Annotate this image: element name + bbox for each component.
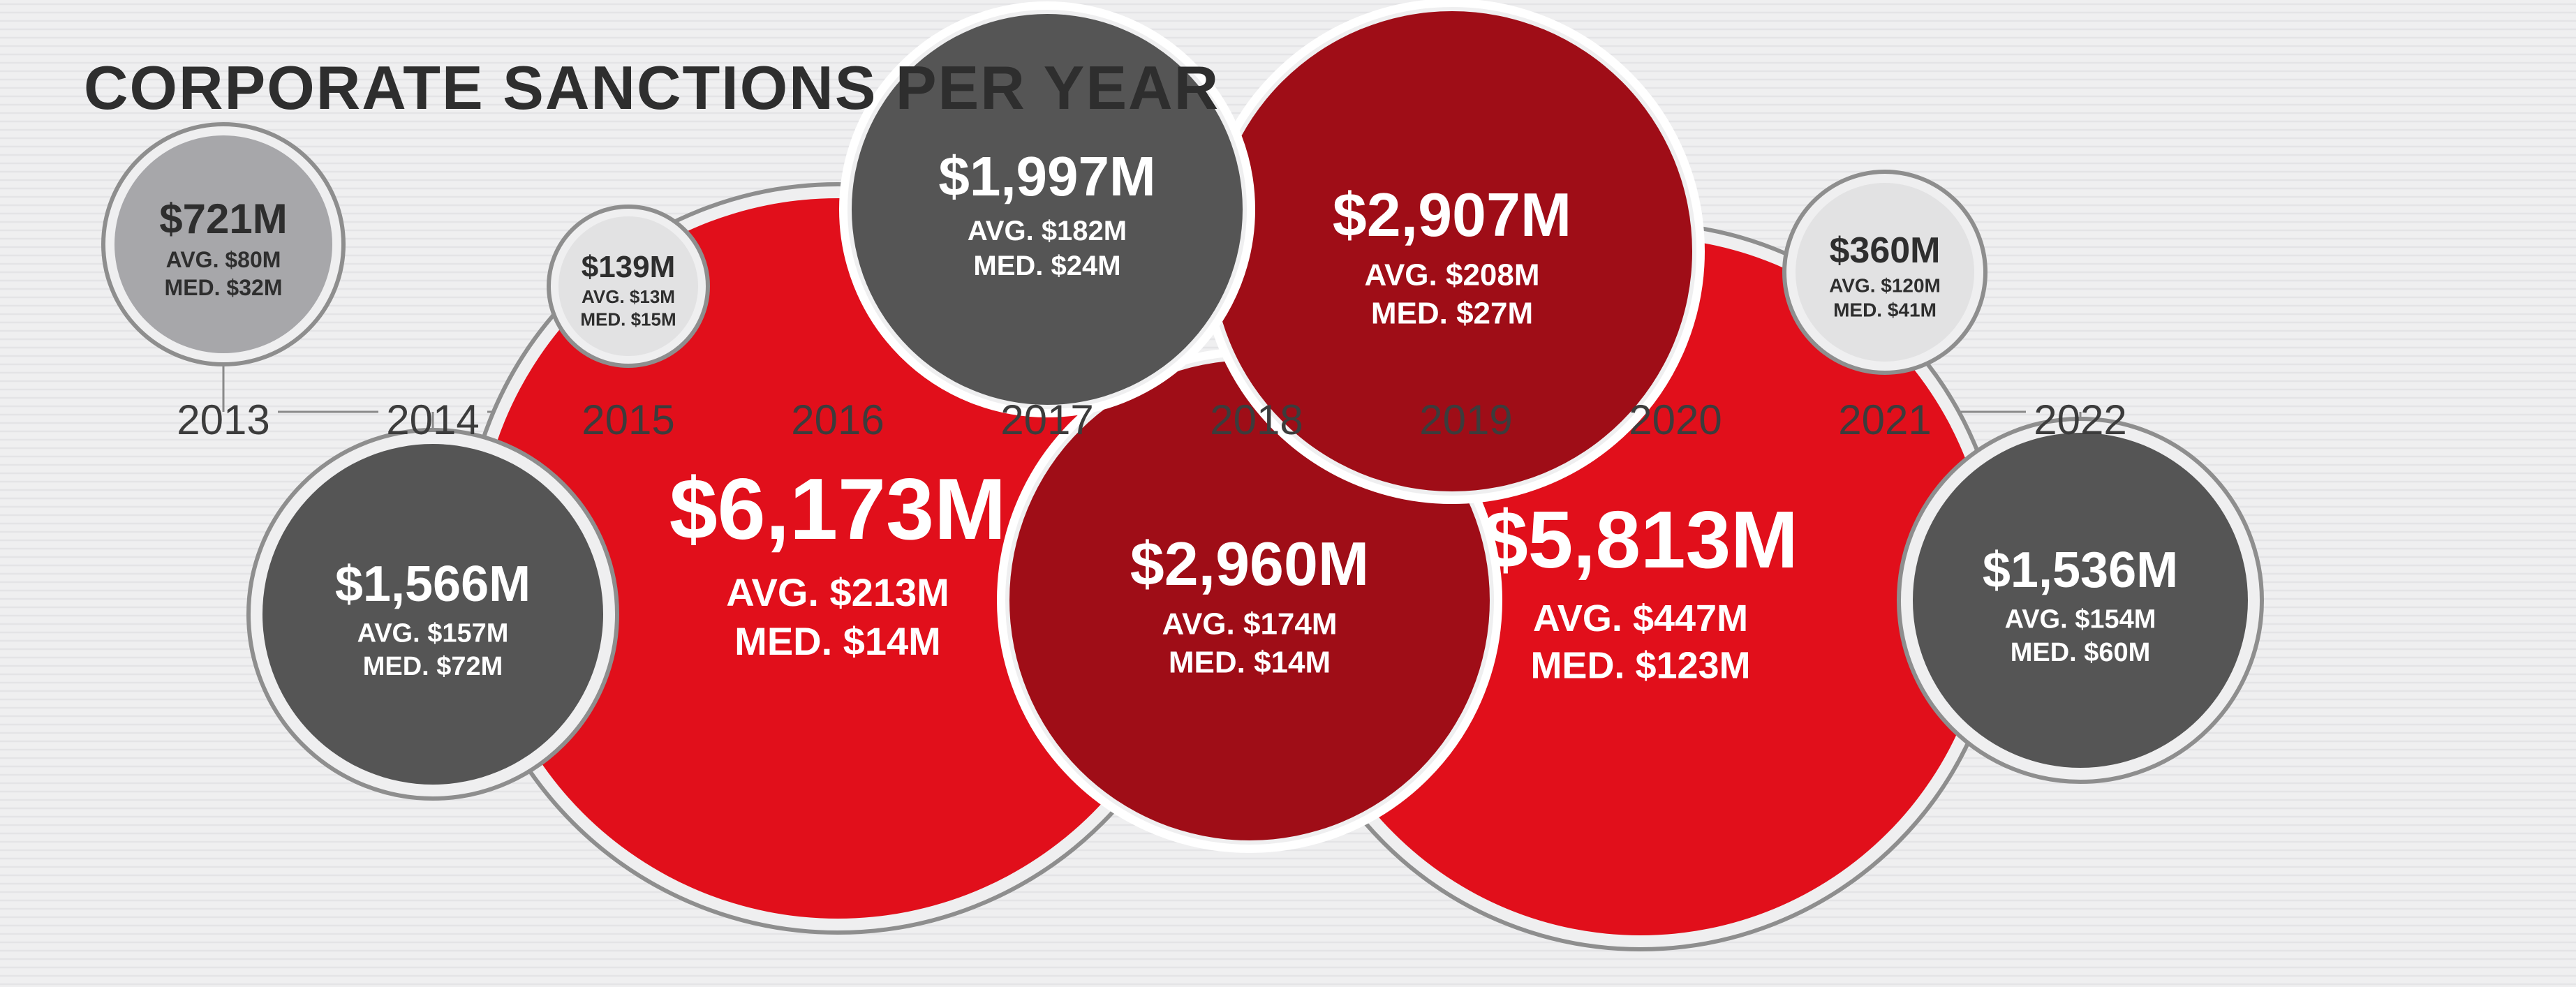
bubble-total: $6,173M bbox=[669, 461, 1007, 558]
bubble-total: $2,960M bbox=[1130, 529, 1369, 598]
bubble-total: $5,813M bbox=[1483, 494, 1798, 585]
bubble-2013: $721M AVG. $80M MED. $32M bbox=[103, 124, 343, 364]
bubble-avg: AVG. $120M bbox=[1829, 275, 1941, 297]
bubble-med: MED. $27M bbox=[1371, 296, 1533, 330]
bubble-total: $721M bbox=[159, 195, 287, 242]
bubble-med: MED. $123M bbox=[1530, 644, 1750, 686]
bubble-med: MED. $60M bbox=[2011, 638, 2151, 667]
bubble-fill bbox=[1913, 433, 2248, 768]
year-label: 2018 bbox=[1210, 396, 1303, 443]
year-label: 2014 bbox=[386, 396, 479, 443]
bubble-avg: AVG. $213M bbox=[726, 570, 949, 614]
bubble-avg: AVG. $154M bbox=[2005, 605, 2156, 634]
bubble-fill bbox=[114, 135, 332, 353]
bubble-med: MED. $14M bbox=[734, 619, 941, 663]
bubble-med: MED. $72M bbox=[363, 652, 503, 681]
year-label: 2019 bbox=[1419, 396, 1512, 443]
bubble-total: $360M bbox=[1830, 230, 1941, 271]
bubble-2022: $1,536M AVG. $154M MED. $60M bbox=[1899, 419, 2262, 782]
bubble-total: $2,907M bbox=[1333, 180, 1571, 249]
bubble-med: MED. $24M bbox=[973, 251, 1120, 281]
bubble-fill bbox=[262, 444, 603, 785]
bubble-total: $139M bbox=[582, 250, 676, 284]
bubble-total: $1,566M bbox=[335, 556, 531, 612]
bubble-med: MED. $15M bbox=[580, 309, 676, 330]
bubble-avg: AVG. $174M bbox=[1162, 607, 1337, 641]
bubble-total: $1,536M bbox=[1983, 542, 2178, 598]
chart-title: CORPORATE SANCTIONS PER YEAR bbox=[84, 53, 1220, 122]
bubble-avg: AVG. $182M bbox=[968, 216, 1127, 246]
bubble-2014: $1,566M AVG. $157M MED. $72M bbox=[249, 430, 617, 799]
bubble-avg: AVG. $80M bbox=[166, 247, 281, 272]
year-label: 2015 bbox=[582, 396, 674, 443]
year-label: 2020 bbox=[1629, 396, 1722, 443]
bubble-med: MED. $14M bbox=[1169, 645, 1331, 679]
year-label: 2021 bbox=[1838, 396, 1931, 443]
year-label: 2016 bbox=[791, 396, 884, 443]
bubble-avg: AVG. $447M bbox=[1533, 598, 1748, 639]
sanctions-bubble-chart: $6,173M AVG. $213M MED. $14M $5,813M AVG. $4… bbox=[0, 0, 2576, 987]
bubble-total: $1,997M bbox=[938, 145, 1155, 207]
bubble-2021: $360M AVG. $120MMED. $41M bbox=[1784, 172, 1985, 373]
bubble-med: MED. $32M bbox=[165, 275, 283, 300]
bubble-avg: AVG. $157M bbox=[357, 619, 509, 648]
bubble-med: MED. $41M bbox=[1833, 299, 1937, 321]
year-label: 2013 bbox=[177, 396, 269, 443]
bubble-avg: AVG. $208M bbox=[1364, 258, 1539, 292]
year-label: 2017 bbox=[1000, 396, 1093, 443]
year-label: 2022 bbox=[2034, 396, 2126, 443]
bubble-avg: AVG. $13M bbox=[582, 286, 675, 307]
bubble-fill bbox=[1796, 183, 1974, 362]
bubble-2015: $139MAVG. $13MMED. $15M bbox=[549, 207, 708, 366]
